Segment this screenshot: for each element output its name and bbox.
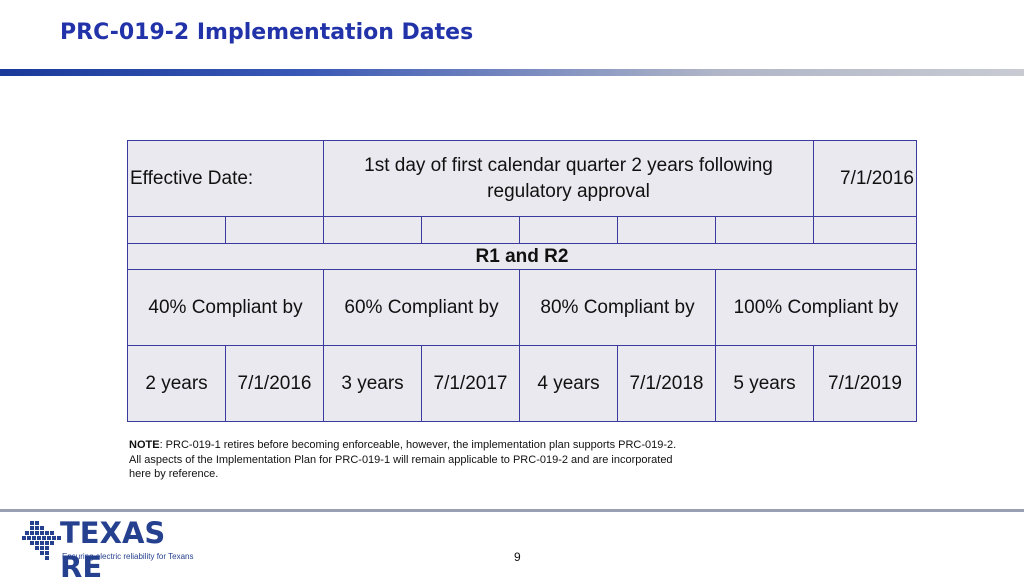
compliance-header-60: 60% Compliant by	[323, 269, 520, 346]
effective-date-value: 7/1/2016	[813, 140, 917, 217]
logo-wordmark: TEXAS RE	[60, 516, 166, 584]
note-body: : PRC-019-1 retires before becoming enfo…	[129, 439, 677, 480]
blank-spacer-row	[127, 216, 917, 244]
compliance-header-80: 80% Compliant by	[519, 269, 716, 346]
blank-cell	[519, 216, 618, 244]
texas-map-circuit-icon	[22, 521, 61, 560]
slide-title: PRC-019-2 Implementation Dates	[60, 20, 474, 45]
page-number: 9	[514, 550, 521, 564]
footer-divider	[0, 509, 1024, 512]
effective-date-label: Effective Date:	[127, 140, 324, 217]
milestone-row: 2 years 7/1/2016 3 years 7/1/2017 4 year…	[127, 345, 917, 422]
milestone-years: 2 years	[127, 345, 226, 422]
section-header-r1-r2: R1 and R2	[127, 243, 917, 270]
milestone-date-highlighted: 7/1/2018	[617, 345, 716, 422]
milestone-date: 7/1/2016	[225, 345, 324, 422]
blank-cell	[715, 216, 814, 244]
compliance-header-row: 40% Compliant by 60% Compliant by 80% Co…	[127, 269, 917, 346]
blank-cell	[323, 216, 422, 244]
note-label: NOTE	[129, 439, 160, 451]
blank-cell	[617, 216, 716, 244]
title-underline-bar	[0, 69, 1024, 76]
blank-cell	[813, 216, 917, 244]
compliance-header-40: 40% Compliant by	[127, 269, 324, 346]
milestone-years: 3 years	[323, 345, 422, 422]
milestone-date: 7/1/2017	[421, 345, 520, 422]
compliance-header-100: 100% Compliant by	[715, 269, 917, 346]
milestone-years: 5 years	[715, 345, 814, 422]
note-text: NOTE: PRC-019-1 retires before becoming …	[129, 438, 689, 482]
milestone-years: 4 years	[519, 345, 618, 422]
blank-cell	[225, 216, 324, 244]
milestone-date: 7/1/2019	[813, 345, 917, 422]
section-header-row: R1 and R2	[127, 243, 917, 270]
texas-re-logo: TEXAS RE Ensuring electric reliability f…	[22, 516, 212, 584]
blank-cell	[127, 216, 226, 244]
blank-cell	[421, 216, 520, 244]
effective-date-row: Effective Date: 1st day of first calenda…	[127, 140, 917, 217]
implementation-dates-table: Effective Date: 1st day of first calenda…	[127, 140, 917, 422]
effective-date-description: 1st day of first calendar quarter 2 year…	[323, 140, 814, 217]
logo-tagline: Ensuring electric reliability for Texans	[62, 552, 194, 561]
